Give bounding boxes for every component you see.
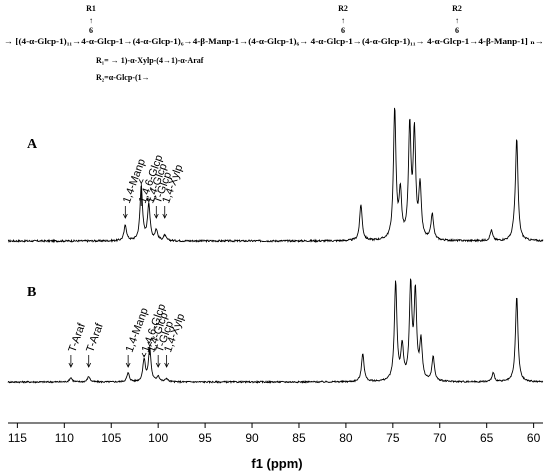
x-tick-label: 75 xyxy=(386,431,400,445)
arrow-head-icon xyxy=(122,213,128,219)
panel-label: A xyxy=(27,137,38,152)
arrow-head-icon xyxy=(141,352,147,358)
branch-point-1: R1 ↑ 6 xyxy=(86,4,96,35)
branch-3-position: 6 xyxy=(455,26,459,35)
x-tick-label: 65 xyxy=(480,431,494,445)
arrow-head-icon xyxy=(162,213,168,219)
branch-1-position: 6 xyxy=(89,26,93,35)
arrow-head-icon xyxy=(155,362,161,368)
x-tick-label: 105 xyxy=(101,431,121,445)
arrow-head-icon xyxy=(138,179,144,185)
x-tick-label: 60 xyxy=(527,431,541,445)
branch-3-label: R2 xyxy=(452,4,462,13)
repeating-unit-formula: → [(4-α-Glcp-1)₁₁→4-α-Glcp-1→(4-α-Glcp-1… xyxy=(4,36,544,46)
branch-point-3: R2 ↑ 6 xyxy=(452,4,462,35)
r1-definition: R₁= → 1)-α-Xylp-(4→1)-α-Araf xyxy=(96,56,204,65)
branch-1-arrow: ↑ xyxy=(89,16,93,25)
x-tick-label: 115 xyxy=(8,431,27,445)
r2-definition: R₂=α-Glcp-(1→ xyxy=(96,73,150,82)
x-axis: 115 110 105 100 95 90 85 80 75 70 65 60 f1 (ppm) xyxy=(8,422,543,471)
arrow-head-icon xyxy=(125,362,131,368)
branch-3-arrow: ↑ xyxy=(455,16,459,25)
branch-1-label: R1 xyxy=(86,4,96,13)
arrow-head-icon xyxy=(153,213,159,219)
x-tick-label: 110 xyxy=(55,431,74,445)
arrow-head-icon xyxy=(86,362,92,368)
spectra-area: A1,4-Manp1,4,6-Glcp1,4-GlcpT-Glcp1,4-Xyl… xyxy=(7,107,544,384)
x-tick-label: 90 xyxy=(245,431,259,445)
x-tick-label: 85 xyxy=(292,431,306,445)
x-tick-label: 80 xyxy=(339,431,353,445)
branch-2-arrow: ↑ xyxy=(341,16,345,25)
branch-2-label: R2 xyxy=(338,4,348,13)
panel-label: B xyxy=(27,285,36,300)
peak-annotation: T-Araf xyxy=(66,321,88,368)
spectrum-panel-a: A1,4-Manp1,4,6-Glcp1,4-GlcpT-Glcp1,4-Xyl… xyxy=(7,107,544,244)
arrow-head-icon xyxy=(68,362,74,368)
peak-annotation: T-Araf xyxy=(84,321,106,368)
structure-formula-block: R1 ↑ 6 R2 ↑ 6 R2 ↑ 6 → [(4-α-Glcp-1)₁₁→4… xyxy=(4,4,544,82)
x-tick-label: 95 xyxy=(198,431,212,445)
x-tick-label: 70 xyxy=(433,431,447,445)
arrow-head-icon xyxy=(164,362,169,368)
x-axis-title: f1 (ppm) xyxy=(251,456,302,471)
branch-2-position: 6 xyxy=(341,26,345,35)
x-axis-ticks: 115 110 105 100 95 90 85 80 75 70 65 60 xyxy=(8,423,541,445)
x-tick-label: 100 xyxy=(148,431,168,445)
nmr-trace xyxy=(7,107,544,244)
nmr-trace xyxy=(7,278,544,384)
branch-point-2: R2 ↑ 6 xyxy=(338,4,348,35)
arrow-head-icon xyxy=(146,197,152,203)
arrow-head-icon xyxy=(147,341,153,347)
